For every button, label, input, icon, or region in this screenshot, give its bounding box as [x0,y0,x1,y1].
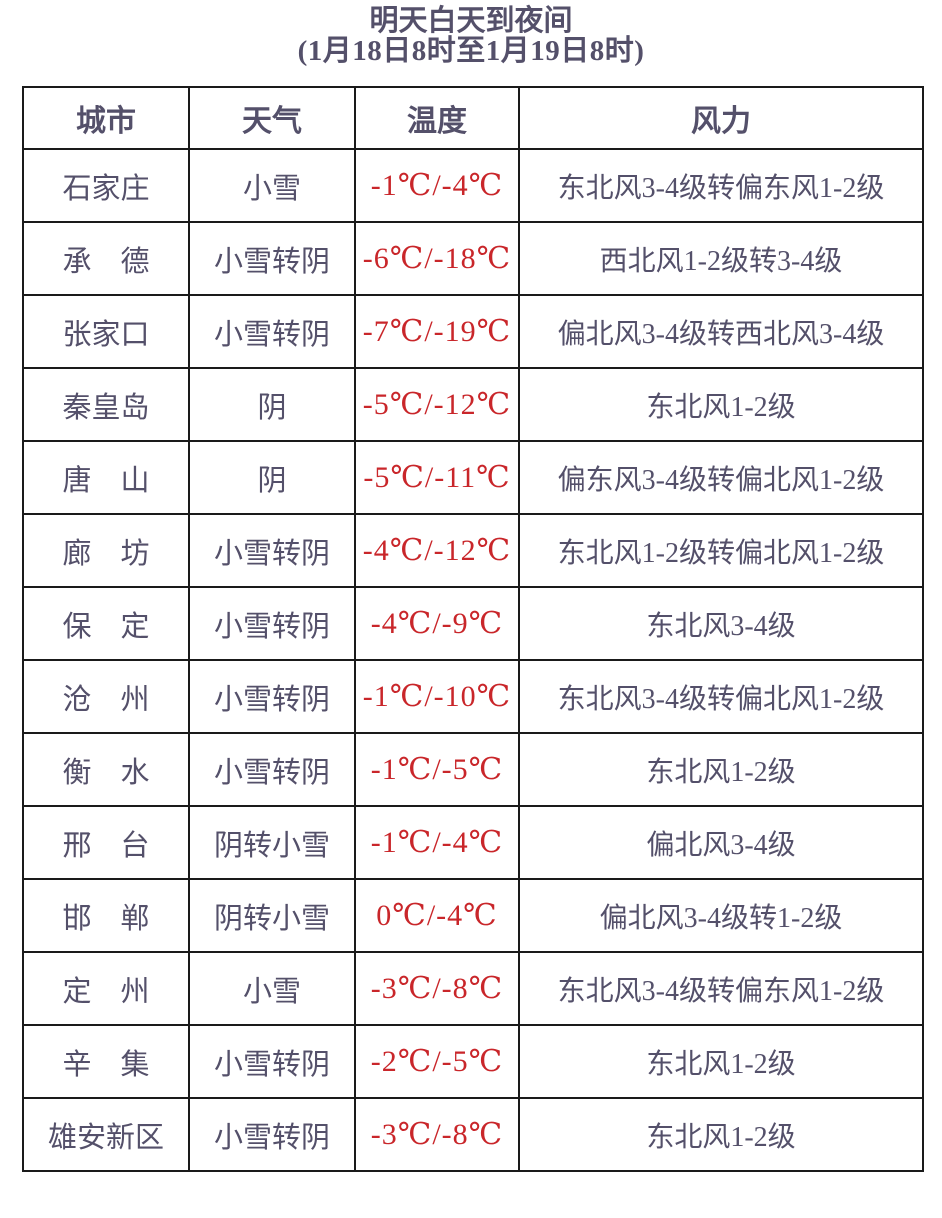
wind-cell: 西北风1-2级转3-4级 [518,221,924,296]
wind-cell: 偏东风3-4级转偏北风1-2级 [518,440,924,515]
weather-cell: 阴 [188,440,356,515]
temperature-cell: -4℃/-9℃ [354,586,520,661]
wind-cell: 东北风1-2级 [518,1097,924,1172]
table-row: 定 州 小雪 -3℃/-8℃ 东北风3-4级转偏东风1-2级 [22,951,924,1026]
weather-cell: 小雪转阴 [188,221,356,296]
table-row: 邯 郸 阴转小雪 0℃/-4℃ 偏北风3-4级转1-2级 [22,878,924,953]
wind-cell: 东北风1-2级 [518,1024,924,1099]
wind-cell: 偏北风3-4级转1-2级 [518,878,924,953]
temperature-cell: 0℃/-4℃ [354,878,520,953]
table-row: 衡 水 小雪转阴 -1℃/-5℃ 东北风1-2级 [22,732,924,807]
weather-cell: 小雪转阴 [188,732,356,807]
wind-cell: 偏北风3-4级 [518,805,924,880]
forecast-table: 城市 天气 温度 风力 石家庄 小雪 -1℃/-4℃ 东北风3-4级转偏东风1-… [22,86,924,1172]
header-temperature: 温度 [354,86,520,150]
weather-cell: 小雪转阴 [188,659,356,734]
weather-cell: 阴 [188,367,356,442]
table-row: 石家庄 小雪 -1℃/-4℃ 东北风3-4级转偏东风1-2级 [22,148,924,223]
header-city: 城市 [22,86,190,150]
city-cell: 唐 山 [22,440,190,515]
wind-cell: 东北风1-2级 [518,367,924,442]
page-title-block: 明天白天到夜间 (1月18日8时至1月19日8时) [0,0,942,66]
temperature-cell: -5℃/-12℃ [354,367,520,442]
temperature-cell: -1℃/-4℃ [354,148,520,223]
table-row: 张家口 小雪转阴 -7℃/-19℃ 偏北风3-4级转西北风3-4级 [22,294,924,369]
wind-cell: 东北风3-4级转偏东风1-2级 [518,951,924,1026]
weather-cell: 小雪转阴 [188,1024,356,1099]
temperature-cell: -6℃/-18℃ [354,221,520,296]
weather-cell: 小雪转阴 [188,513,356,588]
city-cell: 雄安新区 [22,1097,190,1172]
wind-cell: 偏北风3-4级转西北风3-4级 [518,294,924,369]
wind-cell: 东北风1-2级转偏北风1-2级 [518,513,924,588]
page-title: 明天白天到夜间 [369,5,573,37]
city-cell: 承 德 [22,221,190,296]
temperature-cell: -3℃/-8℃ [354,951,520,1026]
page-subtitle: (1月18日8时至1月19日8时) [297,35,645,67]
temperature-cell: -4℃/-12℃ [354,513,520,588]
weather-cell: 小雪转阴 [188,294,356,369]
header-wind: 风力 [518,86,924,150]
wind-cell: 东北风3-4级转偏东风1-2级 [518,148,924,223]
city-cell: 石家庄 [22,148,190,223]
city-cell: 邯 郸 [22,878,190,953]
temperature-cell: -1℃/-10℃ [354,659,520,734]
table-row: 辛 集 小雪转阴 -2℃/-5℃ 东北风1-2级 [22,1024,924,1099]
city-cell: 衡 水 [22,732,190,807]
header-row: 城市 天气 温度 风力 [22,86,924,150]
city-cell: 辛 集 [22,1024,190,1099]
table-row: 廊 坊 小雪转阴 -4℃/-12℃ 东北风1-2级转偏北风1-2级 [22,513,924,588]
city-cell: 张家口 [22,294,190,369]
temperature-cell: -1℃/-5℃ [354,732,520,807]
weather-cell: 阴转小雪 [188,878,356,953]
city-cell: 保 定 [22,586,190,661]
wind-cell: 东北风3-4级转偏北风1-2级 [518,659,924,734]
wind-cell: 东北风3-4级 [518,586,924,661]
table-row: 沧 州 小雪转阴 -1℃/-10℃ 东北风3-4级转偏北风1-2级 [22,659,924,734]
table-row: 承 德 小雪转阴 -6℃/-18℃ 西北风1-2级转3-4级 [22,221,924,296]
city-cell: 邢 台 [22,805,190,880]
city-cell: 沧 州 [22,659,190,734]
weather-cell: 小雪 [188,148,356,223]
temperature-cell: -5℃/-11℃ [354,440,520,515]
table-row: 雄安新区 小雪转阴 -3℃/-8℃ 东北风1-2级 [22,1097,924,1172]
weather-cell: 小雪转阴 [188,586,356,661]
table-row: 秦皇岛 阴 -5℃/-12℃ 东北风1-2级 [22,367,924,442]
city-cell: 定 州 [22,951,190,1026]
table-body: 石家庄 小雪 -1℃/-4℃ 东北风3-4级转偏东风1-2级 承 德 小雪转阴 … [22,148,924,1172]
temperature-cell: -1℃/-4℃ [354,805,520,880]
city-cell: 廊 坊 [22,513,190,588]
wind-cell: 东北风1-2级 [518,732,924,807]
temperature-cell: -2℃/-5℃ [354,1024,520,1099]
weather-cell: 小雪转阴 [188,1097,356,1172]
temperature-cell: -3℃/-8℃ [354,1097,520,1172]
city-cell: 秦皇岛 [22,367,190,442]
temperature-cell: -7℃/-19℃ [354,294,520,369]
table-row: 邢 台 阴转小雪 -1℃/-4℃ 偏北风3-4级 [22,805,924,880]
weather-cell: 小雪 [188,951,356,1026]
table-row: 保 定 小雪转阴 -4℃/-9℃ 东北风3-4级 [22,586,924,661]
weather-cell: 阴转小雪 [188,805,356,880]
header-weather: 天气 [188,86,356,150]
table-row: 唐 山 阴 -5℃/-11℃ 偏东风3-4级转偏北风1-2级 [22,440,924,515]
